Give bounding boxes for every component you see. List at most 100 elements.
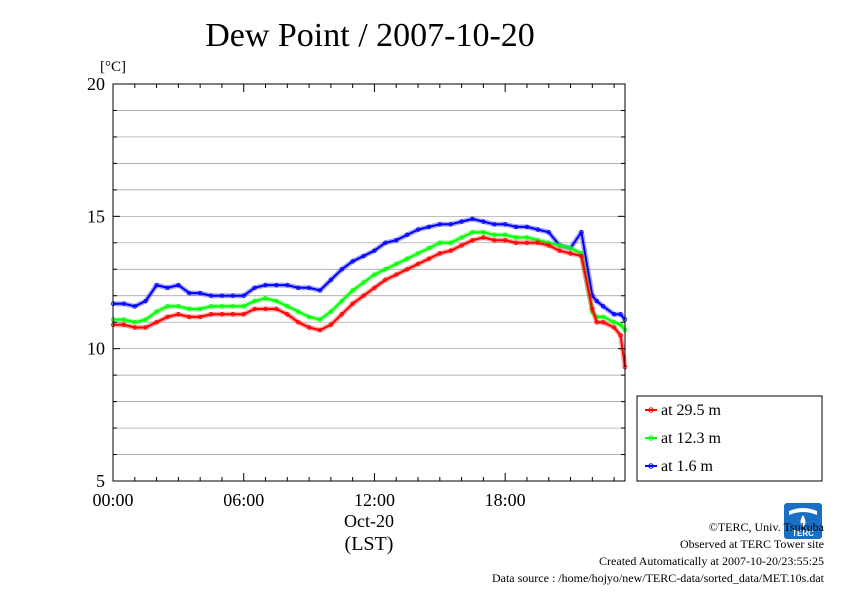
data-point (339, 312, 344, 317)
data-point (535, 240, 541, 245)
data-point (350, 288, 355, 293)
data-point (437, 251, 443, 256)
data-point (601, 314, 606, 320)
data-point (404, 232, 410, 238)
data-point (165, 314, 170, 320)
data-point (252, 306, 257, 312)
data-point (187, 314, 192, 320)
data-point (383, 277, 388, 283)
data-point (594, 320, 599, 325)
data-point (459, 243, 464, 248)
data-point (618, 333, 623, 338)
data-point (176, 282, 181, 288)
data-point (197, 314, 203, 320)
data-source-text: Data source : /home/hojyo/new/TERC-data/… (491, 571, 824, 585)
data-point (611, 320, 617, 325)
data-point (187, 306, 192, 312)
data-point (426, 224, 432, 230)
data-point (426, 245, 432, 251)
data-point (361, 280, 366, 285)
data-point (459, 219, 464, 224)
data-point (285, 282, 290, 288)
data-point (230, 304, 236, 309)
x-axis: 00:00 06:00 12:00 18:00 (92, 84, 615, 510)
data-point (546, 230, 551, 235)
data-point (590, 306, 595, 312)
data-point (306, 325, 312, 330)
data-point (328, 309, 334, 314)
data-point (187, 290, 192, 296)
data-point (339, 298, 344, 304)
legend-marker (648, 463, 654, 469)
data-point (350, 259, 355, 264)
data-point (208, 312, 214, 317)
data-point (252, 285, 257, 290)
data-point (372, 285, 377, 290)
data-point (557, 248, 562, 253)
x-tick-label: 00:00 (92, 490, 133, 510)
data-point (241, 304, 246, 309)
logo-text: TERC (792, 529, 814, 538)
legend: at 29.5 m at 12.3 m at 1.6 m (636, 395, 823, 482)
data-point (197, 290, 203, 296)
x-tick-label: 18:00 (485, 490, 526, 510)
data-point (594, 298, 599, 304)
data-point (415, 261, 421, 267)
chart-title: Dew Point / 2007-10-20 (205, 17, 535, 54)
data-point (295, 309, 301, 314)
x-axis-date-label: Oct-20 (344, 511, 394, 531)
data-point (165, 304, 170, 309)
y-tick-label: 5 (96, 471, 105, 491)
created-text: Created Automatically at 2007-10-20/23:5… (599, 554, 824, 568)
data-point (339, 267, 344, 272)
data-point (219, 312, 225, 317)
data-point (121, 301, 127, 306)
data-point (470, 230, 475, 235)
data-point (492, 222, 497, 227)
data-point (415, 251, 421, 256)
data-point (143, 317, 148, 322)
x-tick-label: 12:00 (354, 490, 395, 510)
data-point (524, 224, 530, 230)
data-point (154, 282, 159, 288)
data-point (219, 304, 225, 309)
data-point (208, 304, 214, 309)
data-point (285, 304, 290, 309)
site-text: Observed at TERC Tower site (679, 537, 824, 551)
y-axis-unit: [°C] (100, 59, 126, 75)
data-point (176, 304, 181, 309)
data-point (361, 293, 366, 298)
data-point (394, 272, 399, 277)
data-point (404, 267, 410, 272)
data-point (394, 261, 399, 267)
data-point (328, 277, 334, 283)
data-point (459, 235, 464, 240)
data-point (611, 325, 617, 330)
data-point (513, 235, 519, 240)
data-point (611, 312, 617, 317)
data-point (524, 240, 530, 245)
series-band (113, 235, 628, 368)
data-point (437, 240, 443, 245)
data-point (230, 312, 236, 317)
data-point (154, 320, 159, 325)
data-point (618, 322, 623, 328)
data-point (568, 251, 573, 256)
data-point (546, 243, 551, 248)
data-point (274, 306, 279, 312)
legend-box (636, 395, 823, 482)
data-point (317, 327, 323, 333)
legend-label: at 29.5 m (661, 402, 722, 419)
data-point (317, 288, 323, 293)
data-point (470, 216, 475, 222)
data-point (295, 320, 301, 325)
legend-label: at 1.6 m (661, 458, 714, 475)
data-point (448, 222, 453, 227)
data-point (618, 312, 623, 317)
data-point (557, 243, 562, 248)
data-point (513, 240, 519, 245)
data-point (219, 293, 225, 298)
data-point (143, 325, 148, 330)
data-point (154, 309, 159, 314)
